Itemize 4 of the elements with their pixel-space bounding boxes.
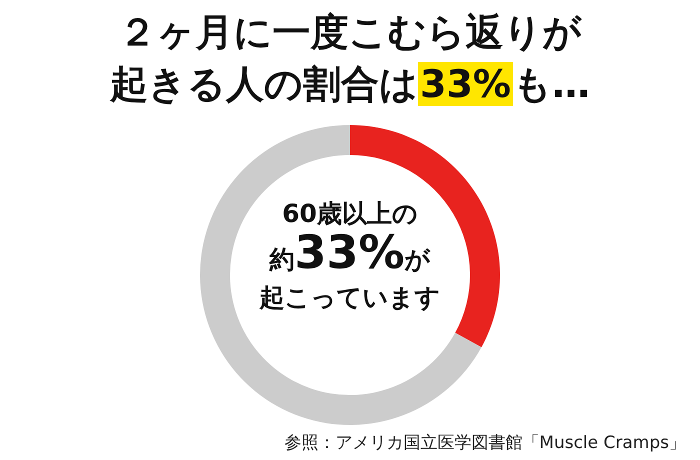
donut-slice xyxy=(200,125,482,425)
chart-title: ２ヶ月に一度こむら返りが起きる人の割合は33%も… xyxy=(108,9,591,108)
text: 起こっています xyxy=(258,282,442,314)
text: 参照：アメリカ国立医学図書館「Muscle Cramps」 xyxy=(284,432,686,454)
